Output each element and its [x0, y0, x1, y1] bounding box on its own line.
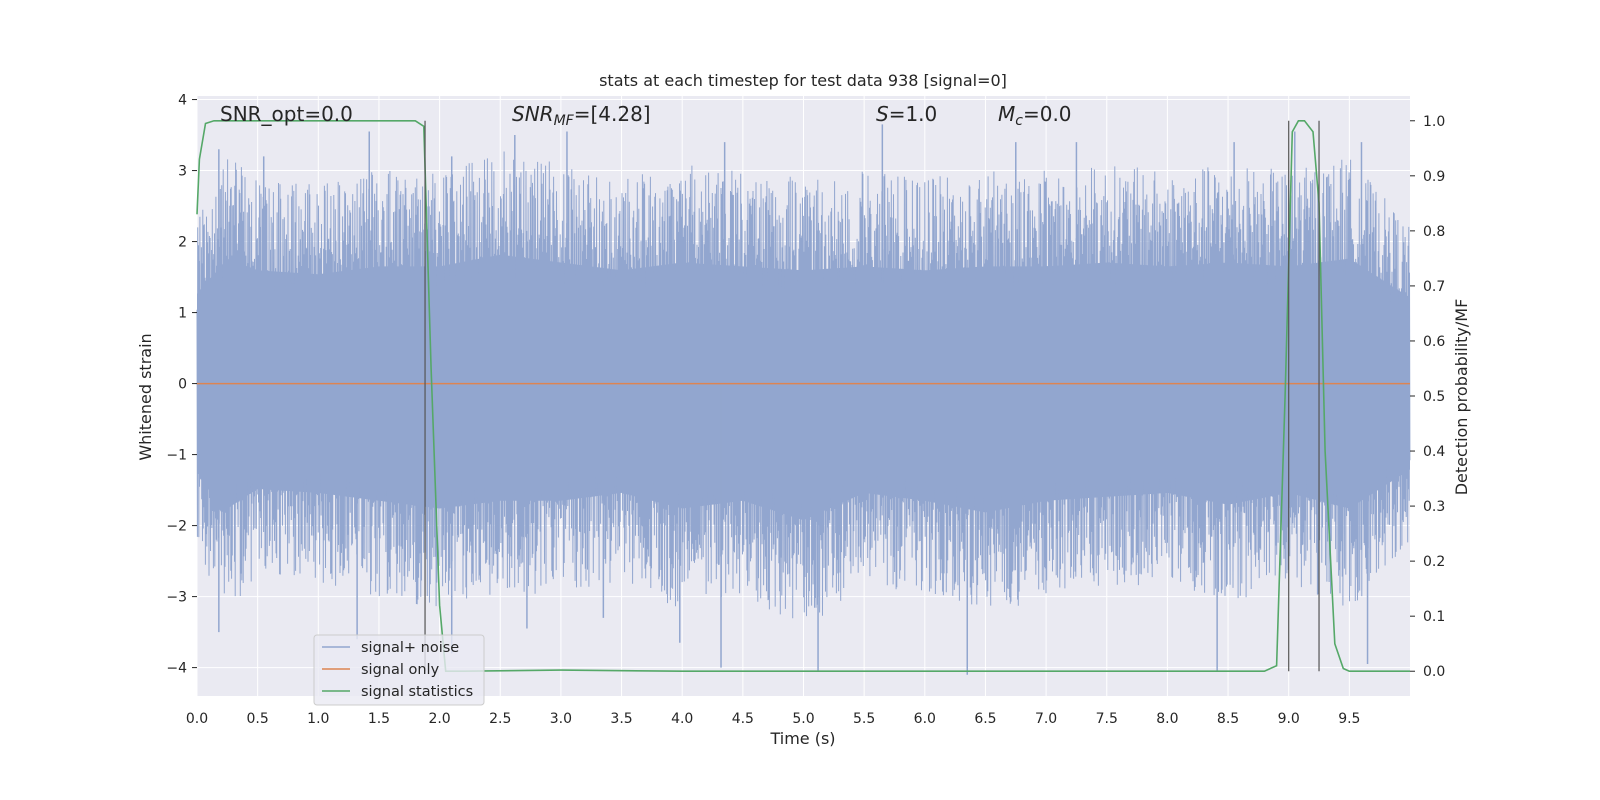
annotation-mc-base: M: [998, 102, 1015, 126]
y-tick-label-right: 0.7: [1423, 279, 1445, 295]
y-tick-label-left: −1: [166, 448, 187, 464]
y-tick-label-right: 0.4: [1423, 444, 1445, 460]
y-tick-label-right: 0.9: [1423, 169, 1445, 185]
y-axis-label-left: Whitened strain: [136, 333, 155, 460]
x-tick-label: 2.5: [489, 711, 511, 727]
x-tick-label: 6.0: [914, 711, 936, 727]
series-signal-statistics-line: [196, 120, 1410, 672]
legend: signal+ noise signal only signal statist…: [313, 634, 485, 706]
x-tick-label: 3.0: [550, 711, 572, 727]
y-tick-label-right: 0.0: [1423, 664, 1445, 680]
x-tick-label: 1.5: [368, 711, 390, 727]
annotation-mc: Mc=0.0: [998, 102, 1072, 129]
y-tick-label-left: 2: [178, 235, 187, 251]
y-tick-label-left: −2: [166, 519, 187, 535]
y-tick-label-right: 0.8: [1423, 224, 1445, 240]
x-tick-label: 5.5: [853, 711, 875, 727]
y-tick-label-right: 0.5: [1423, 389, 1445, 405]
y-tick-label-right: 1.0: [1423, 114, 1445, 130]
x-tick-label: 7.5: [1096, 711, 1118, 727]
annotation-s: S=1.0: [876, 102, 937, 126]
annotation-mc-value: =0.0: [1023, 102, 1072, 126]
x-tick-label: 5.0: [792, 711, 814, 727]
annotation-snr-mf-value: =[4.28]: [574, 102, 651, 126]
x-tick-label: 8.0: [1156, 711, 1178, 727]
x-tick-label: 0.5: [247, 711, 269, 727]
y-tick-label-right: 0.3: [1423, 499, 1445, 515]
annotation-snr-mf-sub: MF: [554, 113, 575, 129]
x-tick-label: 8.5: [1217, 711, 1239, 727]
x-tick-label: 1.0: [307, 711, 329, 727]
x-axis-label: Time (s): [769, 729, 835, 748]
annotation-mc-sub: c: [1015, 113, 1023, 129]
x-tick-label: 4.0: [671, 711, 693, 727]
y-tick-label-right: 0.2: [1423, 554, 1445, 570]
vertical-markers: [424, 120, 1320, 672]
y-tick-label-left: −4: [166, 661, 187, 677]
chart-title: stats at each timestep for test data 938…: [599, 71, 1007, 90]
x-tick-label: 4.5: [732, 711, 754, 727]
x-tick-label: 9.0: [1278, 711, 1300, 727]
series-lines: [196, 120, 1410, 672]
y-axis-label-right: Detection probability/MF: [1452, 299, 1471, 496]
legend-label-signal-noise: signal+ noise: [361, 640, 459, 656]
x-tick-label: 9.5: [1338, 711, 1360, 727]
signal-noise-trace: [196, 151, 1411, 619]
x-tick-label: 7.0: [1035, 711, 1057, 727]
y-tick-label-left: 1: [178, 306, 187, 322]
y-tick-label-left: 0: [178, 377, 187, 393]
y-tick-label-left: −3: [166, 590, 187, 606]
x-tick-label: 6.5: [974, 711, 996, 727]
x-tick-label: 3.5: [610, 711, 632, 727]
x-tick-label: 2.0: [428, 711, 450, 727]
tick-labels: 0.0 0.5 1.0 1.5 2.0 2.5 3.0 3.5 4.0 4.5 5.0 5.5 6.0 6…: [166, 93, 1445, 727]
annotation-s-value: =1.0: [889, 102, 938, 126]
y-tick-label-right: 0.1: [1423, 609, 1445, 625]
legend-label-signal-only: signal only: [361, 662, 440, 678]
y-tick-label-right: 0.6: [1423, 334, 1445, 350]
legend-label-signal-statistics: signal statistics: [361, 684, 473, 700]
annotation-snr-opt: SNR_opt=0.0: [220, 102, 353, 126]
annotation-snr-mf: SNRMF=[4.28]: [512, 102, 651, 129]
annotation-s-base: S: [876, 102, 889, 126]
series-signal-noise: [196, 124, 1411, 675]
y-tick-label-left: 4: [178, 93, 187, 109]
x-tick-label: 0.0: [186, 711, 208, 727]
annotation-snr-mf-base: SNR: [512, 102, 554, 126]
legend-box: [313, 634, 485, 706]
y-tick-label-left: 3: [178, 164, 187, 180]
